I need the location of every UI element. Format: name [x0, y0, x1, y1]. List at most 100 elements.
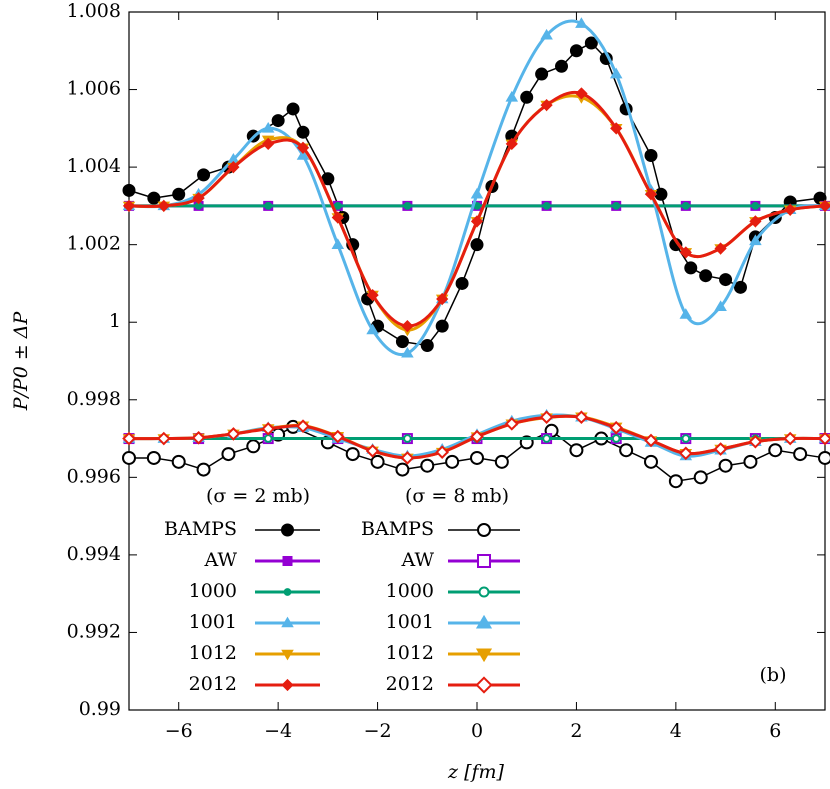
legend-marker	[478, 586, 490, 598]
legend-label: 1000	[189, 580, 237, 602]
series-line	[128, 19, 826, 356]
marker	[366, 323, 379, 335]
marker	[403, 434, 412, 443]
marker	[718, 458, 733, 473]
legend-label: 1012	[386, 642, 434, 664]
marker	[262, 137, 275, 150]
marker	[455, 276, 469, 290]
marker	[748, 434, 763, 449]
marker	[609, 67, 623, 79]
marker	[403, 202, 412, 210]
plot-frame	[128, 11, 826, 711]
marker	[505, 90, 519, 102]
marker	[345, 447, 360, 462]
y-tick-label: 0.992	[67, 620, 121, 642]
marker	[146, 450, 161, 465]
legend-marker	[475, 614, 493, 629]
legend-label: AW	[401, 549, 435, 571]
y-tick-label: 1	[109, 310, 121, 332]
marker	[684, 261, 698, 275]
marker	[644, 188, 658, 201]
legend-label: 2012	[386, 673, 434, 695]
legend-marker	[281, 616, 294, 628]
marker	[271, 114, 285, 128]
marker	[494, 454, 509, 469]
marker	[818, 199, 830, 212]
legend-marker	[475, 648, 493, 663]
marker	[296, 149, 310, 160]
marker	[743, 454, 758, 469]
marker	[420, 338, 434, 352]
marker	[401, 346, 414, 358]
legend-title: (σ = 8 mb)	[405, 485, 509, 507]
legend-label: 1001	[189, 611, 237, 633]
marker	[768, 443, 783, 458]
marker	[192, 192, 205, 205]
marker	[610, 122, 623, 135]
legend-label: BAMPS	[164, 518, 237, 540]
legend-label: AW	[204, 549, 238, 571]
y-tick-label: 0.99	[79, 698, 121, 720]
marker	[470, 215, 484, 228]
legend-label: 2012	[189, 673, 237, 695]
marker	[435, 445, 450, 459]
marker	[296, 419, 310, 433]
marker	[370, 454, 385, 469]
legend-label: BAMPS	[361, 518, 434, 540]
marker	[264, 202, 273, 210]
marker	[569, 443, 584, 458]
marker	[668, 474, 683, 489]
marker	[555, 59, 569, 73]
marker	[156, 431, 171, 446]
marker	[681, 434, 691, 443]
marker	[221, 447, 236, 462]
marker	[365, 444, 380, 458]
marker	[679, 246, 692, 259]
marker	[191, 430, 206, 445]
marker	[714, 242, 727, 255]
marker	[714, 300, 727, 311]
marker	[197, 168, 211, 182]
marker	[227, 161, 240, 174]
marker	[733, 280, 747, 294]
marker	[713, 442, 728, 456]
marker	[542, 434, 551, 443]
marker	[196, 462, 211, 477]
marker	[331, 211, 344, 224]
x-tick-label: 0	[471, 720, 483, 742]
marker	[540, 28, 553, 40]
y-axis-label: P/P0 ± ΔP	[10, 311, 32, 412]
marker	[246, 439, 261, 454]
marker	[333, 202, 342, 210]
marker	[575, 17, 588, 28]
marker	[699, 269, 713, 283]
marker	[331, 238, 345, 249]
marker	[520, 90, 534, 104]
marker	[435, 319, 449, 333]
marker	[470, 450, 484, 465]
legend-marker	[283, 588, 292, 596]
marker	[436, 292, 449, 306]
marker	[122, 431, 136, 446]
marker	[644, 454, 658, 469]
marker	[470, 187, 484, 199]
marker	[783, 431, 798, 446]
marker	[395, 335, 409, 349]
marker	[609, 420, 624, 435]
marker	[611, 434, 621, 443]
annotation: (b)	[760, 664, 787, 686]
marker	[147, 191, 161, 205]
marker	[263, 434, 273, 443]
legend-label: 1000	[386, 580, 434, 602]
y-tick-label: 1.002	[67, 233, 121, 255]
marker	[644, 148, 658, 162]
marker	[619, 443, 634, 458]
marker	[693, 470, 708, 485]
marker	[122, 199, 136, 212]
marker	[470, 238, 484, 252]
marker	[540, 98, 553, 112]
marker	[395, 462, 410, 477]
x-tick-label: −2	[364, 720, 392, 742]
marker	[678, 446, 693, 461]
